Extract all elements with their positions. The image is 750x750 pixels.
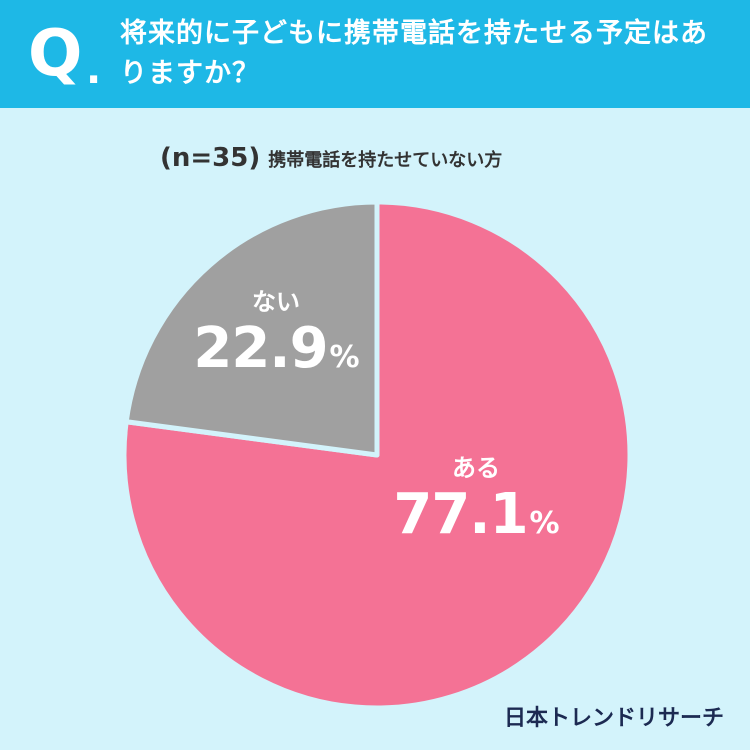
- slice-value-aru: 77.1: [393, 482, 528, 547]
- slice-label-aru: ある 77.1%: [376, 448, 576, 556]
- slice-unit-nai: %: [329, 340, 360, 375]
- slice-name-aru: ある: [452, 454, 500, 482]
- slice-label-nai: ない 22.9%: [176, 282, 376, 390]
- question-text: 将来的に子どもに携帯電話を持たせる予定はありますか？: [120, 18, 708, 89]
- sample-info: (n=35) 携帯電話を持たせていない方: [160, 142, 502, 177]
- question-header: Q . 将来的に子どもに携帯電話を持たせる予定はありますか？: [0, 0, 750, 108]
- sample-size: (n=35): [160, 143, 261, 173]
- slice-unit-aru: %: [529, 506, 560, 541]
- slice-name-nai: ない: [252, 288, 300, 316]
- slice-value-nai: 22.9: [193, 316, 328, 381]
- pie-slice-nai: [123, 199, 380, 458]
- q-dot: .: [86, 47, 102, 93]
- sample-description: 携帯電話を持たせていない方: [268, 150, 503, 171]
- brand-logo: 日本トレンドリサーチ: [503, 706, 724, 731]
- q-mark: Q: [28, 17, 83, 91]
